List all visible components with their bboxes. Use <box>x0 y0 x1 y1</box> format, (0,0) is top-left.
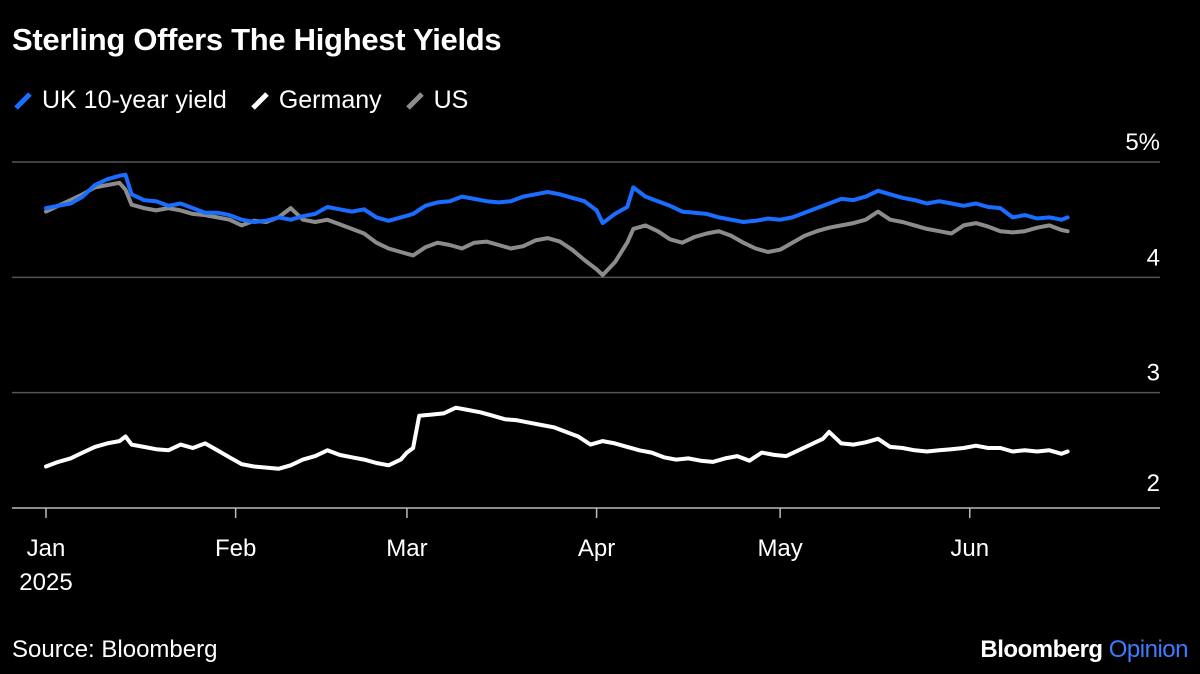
x-tick-sublabel-year: 2025 <box>19 569 72 596</box>
y-tick-label-5: 5% <box>1125 129 1160 156</box>
legend-label-us: US <box>433 86 469 114</box>
legend-swatch-uk-line <box>14 91 32 110</box>
legend-swatch-germany-line <box>251 91 269 110</box>
brand-name: Bloomberg <box>980 636 1103 663</box>
x-tick-label-apr: Apr <box>578 535 615 562</box>
x-tick-label-mar: Mar <box>386 535 427 562</box>
legend-swatch-us-line <box>405 91 424 110</box>
legend-item-us: US <box>404 86 469 115</box>
legend-item-germany: Germany <box>249 86 382 115</box>
germany-yield-line <box>44 405 1070 471</box>
x-tick-label-jun: Jun <box>950 535 989 562</box>
y-tick-label-4: 4 <box>1147 244 1160 271</box>
x-tick-label-feb: Feb <box>215 535 256 562</box>
y-tick-label-2: 2 <box>1147 470 1160 497</box>
legend-item-uk: UK 10-year yield <box>12 86 227 115</box>
chart-legend: UK 10-year yield Germany US <box>12 86 490 115</box>
x-tick-label-jan: Jan <box>27 535 66 562</box>
uk-10-year-yield-line <box>44 172 1070 226</box>
us-yield-line <box>44 180 1070 277</box>
legend-swatch-uk <box>14 91 32 110</box>
legend-swatch-germany <box>251 91 269 110</box>
source-note: Source: Bloomberg <box>12 636 218 663</box>
x-tick-label-may: May <box>757 535 802 562</box>
brand-section: Opinion <box>1108 636 1189 663</box>
y-tick-label-3: 3 <box>1147 360 1160 387</box>
brand-logo: Bloomberg Opinion <box>980 636 1188 664</box>
legend-label-uk: UK 10-year yield <box>42 86 227 114</box>
legend-label-germany: Germany <box>278 86 382 114</box>
legend-swatch-us <box>405 91 424 110</box>
chart-title: Sterling Offers The Highest Yields <box>12 22 502 57</box>
